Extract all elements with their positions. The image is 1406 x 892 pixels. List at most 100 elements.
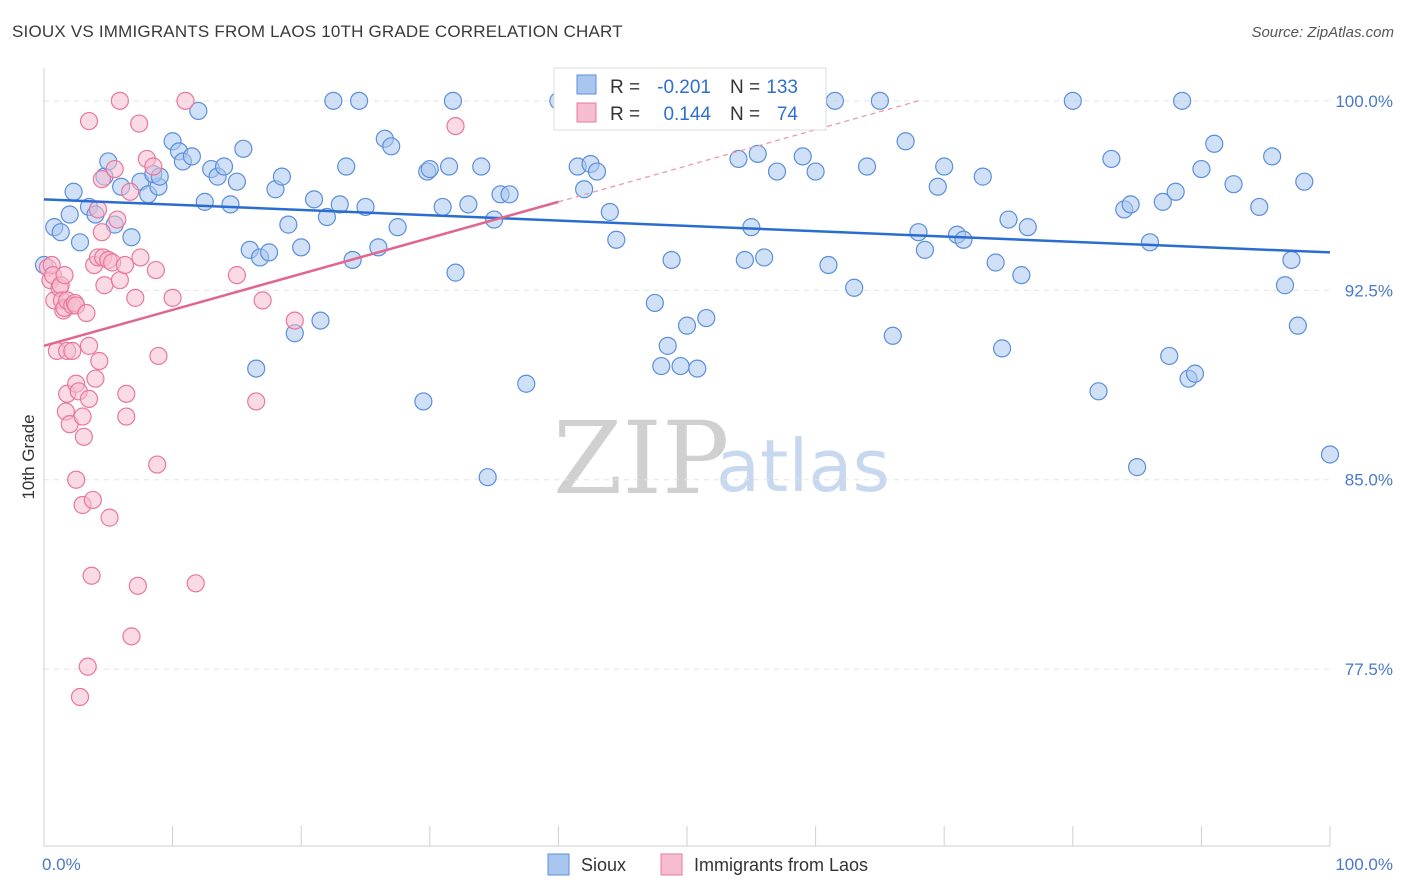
sioux-point-95 <box>870 91 890 110</box>
laos-point-11 <box>55 266 74 285</box>
x-tick-label-1: 100.0% <box>1335 855 1393 874</box>
laos-point-41 <box>92 170 111 189</box>
sioux-point-92 <box>825 91 844 110</box>
sioux-point-57 <box>443 91 463 110</box>
laos-point-48 <box>108 210 127 229</box>
sioux-point-130 <box>1288 316 1307 335</box>
sioux-point-124 <box>1205 134 1224 153</box>
watermark-zip: ZIP <box>553 400 729 517</box>
laos-point-43 <box>95 276 114 295</box>
laos-point-26 <box>73 407 92 426</box>
laos-point-52 <box>117 407 136 426</box>
sioux-point-42 <box>324 91 343 110</box>
sioux-point-103 <box>954 230 973 249</box>
sioux-point-72 <box>607 230 626 249</box>
sioux-point-41 <box>317 207 337 227</box>
sioux-point-71 <box>600 202 619 222</box>
sioux-point-82 <box>697 308 716 328</box>
laos-point-72 <box>446 116 465 136</box>
y-tick-label-2: 85.0% <box>1345 471 1393 490</box>
sioux-point-2 <box>51 223 70 242</box>
sioux-point-33 <box>259 243 279 262</box>
sioux-point-84 <box>735 250 754 270</box>
sioux-point-3 <box>60 205 79 224</box>
sioux-point-126 <box>1250 197 1269 217</box>
sioux-point-61 <box>478 468 497 487</box>
sioux-point-78 <box>662 250 681 270</box>
laos-point-47 <box>105 159 124 179</box>
laos-point-32 <box>79 111 99 131</box>
sioux-point-46 <box>349 91 369 110</box>
y-axis-label: 10th Grade <box>19 414 38 499</box>
trend-lines <box>43 100 1331 348</box>
sioux-point-83 <box>729 149 748 169</box>
legend-swatch-laos[interactable] <box>660 853 683 876</box>
chart-source: Source: ZipAtlas.com <box>1251 24 1394 41</box>
laos-point-17 <box>63 341 82 361</box>
stats-r-label-1: R = <box>610 104 640 125</box>
laos-point-39 <box>90 351 109 371</box>
laos-point-50 <box>110 91 129 110</box>
laos-point-28 <box>77 303 96 323</box>
laos-point-51 <box>115 255 135 275</box>
sioux-point-29 <box>234 139 253 158</box>
sioux-point-106 <box>992 339 1012 358</box>
laos-point-66 <box>176 91 195 110</box>
sioux-point-109 <box>1018 218 1037 237</box>
sioux-point-81 <box>688 359 707 378</box>
stats-n-value-0: 133 <box>766 77 798 98</box>
sioux-point-97 <box>896 132 915 151</box>
sioux-point-56 <box>439 157 459 176</box>
laos-point-64 <box>149 346 168 366</box>
stats-n-label-0: N = <box>730 77 760 98</box>
laos-point-61 <box>144 157 163 176</box>
x-tick-labels: 0.0% 100.0% <box>42 855 1393 874</box>
legend-label-sioux[interactable]: Sioux <box>581 855 626 875</box>
laos-point-33 <box>82 566 101 585</box>
laos-point-63 <box>148 455 167 474</box>
stats-n-value-1: 74 <box>777 104 799 125</box>
sioux-point-47 <box>356 197 375 217</box>
legend-label-laos[interactable]: Immigrants from Laos <box>694 855 868 875</box>
sioux-point-100 <box>928 177 947 196</box>
laos-point-56 <box>126 288 145 307</box>
sioux-point-79 <box>671 356 690 376</box>
sioux-point-94 <box>857 157 877 176</box>
y-tick-labels: 100.0% 92.5% 85.0% 77.5% <box>1335 92 1393 679</box>
sioux-point-38 <box>292 238 311 257</box>
stats-swatch-laos <box>576 102 597 123</box>
sioux-point-35 <box>272 167 292 186</box>
sioux-point-5 <box>70 233 90 252</box>
sioux-point-96 <box>883 326 902 345</box>
sioux-point-40 <box>311 311 330 330</box>
sioux-point-122 <box>1185 364 1205 383</box>
sioux-point-87 <box>755 248 774 267</box>
sioux-point-129 <box>1282 250 1301 270</box>
sioux-point-123 <box>1192 159 1211 179</box>
sioux-point-51 <box>388 218 407 237</box>
stats-r-value-1: 0.144 <box>663 104 711 125</box>
sioux-point-98 <box>909 223 928 242</box>
laos-point-29 <box>78 657 97 676</box>
sioux-point-70 <box>587 162 607 181</box>
sioux-point-76 <box>652 356 671 376</box>
legend-swatch-sioux[interactable] <box>547 853 570 876</box>
chart-title: SIOUX VS IMMIGRANTS FROM LAOS 10TH GRADE… <box>12 22 623 41</box>
stats-box: R = -0.201 N = 133 R = 0.144 N = 74 <box>553 67 827 131</box>
sioux-point-36 <box>279 215 298 234</box>
sioux-point-28 <box>227 172 246 191</box>
laos-point-27 <box>74 427 93 446</box>
laos-point-65 <box>163 288 182 307</box>
laos-point-57 <box>128 576 147 595</box>
sioux-point-99 <box>915 240 935 259</box>
laos-point-40 <box>92 223 111 242</box>
sioux-point-120 <box>1173 91 1192 110</box>
laos-point-53 <box>117 384 136 403</box>
stats-r-value-0: -0.201 <box>657 77 711 98</box>
sioux-point-44 <box>337 157 356 176</box>
sioux-point-119 <box>1166 182 1185 201</box>
laos-point-62 <box>146 260 165 280</box>
sioux-point-131 <box>1295 172 1314 191</box>
laos-point-45 <box>100 508 119 527</box>
